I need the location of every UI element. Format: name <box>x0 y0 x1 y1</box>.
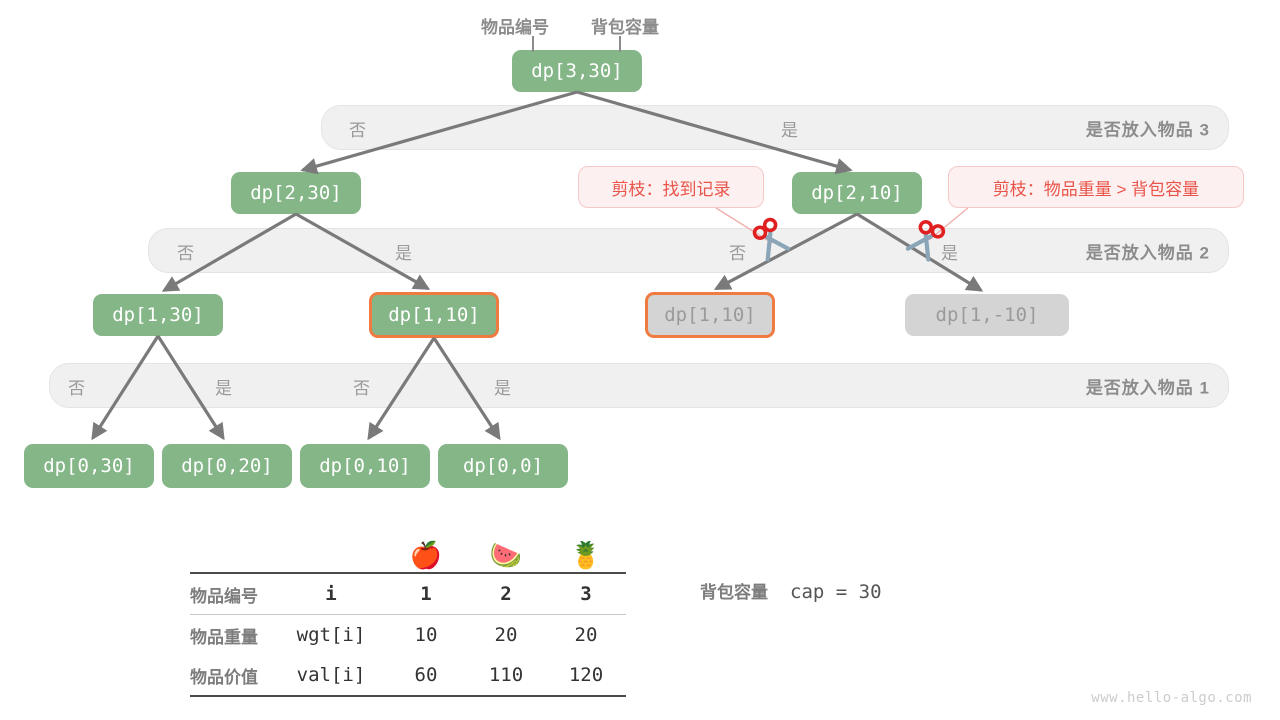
branch-label-否: 否 <box>729 244 746 263</box>
callout-c-weight: 剪枝：物品重量 > 背包容量 <box>948 166 1244 208</box>
table-row: 物品重量 wgt[i] 10 20 20 <box>190 614 626 655</box>
callout-text: 剪枝：找到记录 <box>611 179 731 199</box>
callout-c-memo: 剪枝：找到记录 <box>578 166 764 208</box>
tree-node-n0_30: dp[0,30] <box>24 444 154 488</box>
level-bar-1: 是否放入物品 1 <box>49 363 1229 408</box>
table-emoji-row: 🍎 🍉 🍍 <box>190 522 626 573</box>
branch-label-是: 是 <box>215 379 232 398</box>
tree-node-n2_30: dp[2,30] <box>231 172 361 214</box>
table-row: 物品价值 val[i] 60 110 120 <box>190 655 626 697</box>
items-table: 🍎 🍉 🍍 物品编号 i 1 2 3 物品重量 wgt[i] 10 20 20 物品价值 val[i] 60 1… <box>190 522 626 697</box>
table-cell: 20 <box>466 614 546 655</box>
table-cell: 1 <box>386 572 466 615</box>
fruit-icon-2: 🍎 <box>409 540 443 570</box>
table-cell: i <box>276 572 386 615</box>
tree-node-label: dp[0,20] <box>181 455 273 477</box>
table-cell: wgt[i] <box>276 614 386 655</box>
level-bar-2: 是否放入物品 2 <box>148 228 1229 273</box>
tree-node-label: dp[1,-10] <box>935 304 1039 326</box>
branch-label-否: 否 <box>353 379 370 398</box>
tree-node-label: dp[2,10] <box>811 182 903 204</box>
fruit-icon-4: 🍍 <box>569 540 603 570</box>
branch-label-否: 否 <box>349 121 366 140</box>
tree-node-n2_10: dp[2,10] <box>792 172 922 214</box>
branch-label-是: 是 <box>941 244 958 263</box>
tree-node-n0_20: dp[0,20] <box>162 444 292 488</box>
tree-node-n1_10a: dp[1,10] <box>369 292 499 338</box>
items-table-inner: 🍎 🍉 🍍 物品编号 i 1 2 3 物品重量 wgt[i] 10 20 20 物品价值 val[i] 60 1… <box>190 522 626 697</box>
top-annotation-1: 背包容量 <box>591 18 659 37</box>
table-cell: 120 <box>546 655 626 697</box>
table-cell: 3 <box>546 572 626 615</box>
tree-node-n0_10: dp[0,10] <box>300 444 430 488</box>
table-cell: 10 <box>386 614 466 655</box>
tree-node-n1_10b: dp[1,10] <box>645 292 775 338</box>
fruit-icon-3: 🍉 <box>489 540 523 570</box>
table-cell: val[i] <box>276 655 386 697</box>
table-row-header: 物品编号 <box>190 572 276 615</box>
capacity-value: cap = 30 <box>790 581 882 603</box>
table-row: 物品编号 i 1 2 3 <box>190 572 626 615</box>
tree-node-label: dp[0,0] <box>462 455 544 477</box>
tree-node-label: dp[0,10] <box>319 455 411 477</box>
branch-label-是: 是 <box>494 379 511 398</box>
scissors-weight <box>905 220 946 262</box>
tree-node-label: dp[1,10] <box>388 304 480 326</box>
table-cell: 60 <box>386 655 466 697</box>
tree-node-n0_0: dp[0,0] <box>438 444 568 488</box>
branch-label-否: 否 <box>177 244 194 263</box>
level-bar-label: 是否放入物品 3 <box>1085 120 1210 139</box>
table-row-header: 物品价值 <box>190 655 276 697</box>
level-bar-label: 是否放入物品 2 <box>1085 243 1210 262</box>
level-bar-label: 是否放入物品 1 <box>1085 378 1210 397</box>
table-cell: 20 <box>546 614 626 655</box>
top-annotation-0: 物品编号 <box>481 18 549 37</box>
table-row-header: 物品重量 <box>190 614 276 655</box>
scissors-memo <box>752 217 791 262</box>
capacity-note: 背包容量 cap = 30 <box>700 578 882 603</box>
tree-node-n1_30: dp[1,30] <box>93 294 223 336</box>
tree-node-label: dp[1,10] <box>664 304 756 326</box>
tree-node-n1_m10: dp[1,-10] <box>905 294 1069 336</box>
tree-node-n3_30: dp[3,30] <box>512 50 642 92</box>
watermark: www.hello-algo.com <box>1091 690 1252 706</box>
branch-label-是: 是 <box>781 121 798 140</box>
branch-label-是: 是 <box>395 244 412 263</box>
tree-node-label: dp[0,30] <box>43 455 135 477</box>
table-cell: 110 <box>466 655 546 697</box>
tree-node-label: dp[2,30] <box>250 182 342 204</box>
callout-text: 剪枝：物品重量 > 背包容量 <box>992 179 1200 199</box>
tree-node-label: dp[1,30] <box>112 304 204 326</box>
branch-label-否: 否 <box>68 379 85 398</box>
table-cell: 2 <box>466 572 546 615</box>
tree-node-label: dp[3,30] <box>531 60 623 82</box>
capacity-label: 背包容量 <box>700 583 768 602</box>
